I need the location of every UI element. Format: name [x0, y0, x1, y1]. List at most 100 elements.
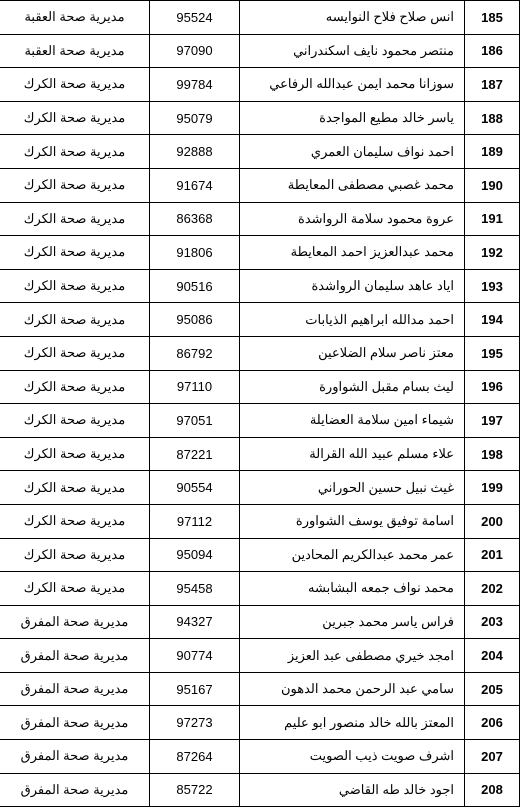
- table-row: 202محمد نواف جمعه البشابشه95458مديرية صح…: [0, 572, 520, 606]
- person-name: فراس ياسر محمد جبرين: [240, 605, 465, 639]
- table-row: 195معتز ناصر سلام الضلاعين86792مديرية صح…: [0, 336, 520, 370]
- person-name: ياسر خالد مطيع المواجدة: [240, 101, 465, 135]
- row-number: 186: [465, 34, 520, 68]
- person-name: محمد نواف جمعه البشابشه: [240, 572, 465, 606]
- directorate: مديرية صحة المفرق: [0, 740, 150, 774]
- code-number: 97110: [150, 370, 240, 404]
- row-number: 188: [465, 101, 520, 135]
- code-number: 97090: [150, 34, 240, 68]
- code-number: 95458: [150, 572, 240, 606]
- table-row: 190محمد غصبي مصطفى المعايطة91674مديرية ص…: [0, 168, 520, 202]
- table-row: 203فراس ياسر محمد جبرين94327مديرية صحة ا…: [0, 605, 520, 639]
- row-number: 187: [465, 68, 520, 102]
- person-name: المعتز بالله خالد منصور ابو عليم: [240, 706, 465, 740]
- row-number: 202: [465, 572, 520, 606]
- code-number: 90554: [150, 471, 240, 505]
- person-name: اجود خالد طه القاضي: [240, 773, 465, 807]
- table-row: 191عروة محمود سلامة الرواشدة86368مديرية …: [0, 202, 520, 236]
- person-name: محمد عبدالعزيز احمد المعايطة: [240, 236, 465, 270]
- row-number: 194: [465, 303, 520, 337]
- row-number: 206: [465, 706, 520, 740]
- directorate: مديرية صحة الكرك: [0, 68, 150, 102]
- directorate: مديرية صحة الكرك: [0, 135, 150, 169]
- table-row: 185انس صلاح فلاح النوايسه95524مديرية صحة…: [0, 1, 520, 35]
- table-row: 204امجد خيري مصطفى عبد العزيز90774مديرية…: [0, 639, 520, 673]
- person-name: سوزانا محمد ايمن عبدالله الرفاعي: [240, 68, 465, 102]
- directorate: مديرية صحة الكرك: [0, 202, 150, 236]
- directorate: مديرية صحة العقبة: [0, 34, 150, 68]
- row-number: 189: [465, 135, 520, 169]
- directorate: مديرية صحة الكرك: [0, 404, 150, 438]
- directorate: مديرية صحة الكرك: [0, 236, 150, 270]
- row-number: 201: [465, 538, 520, 572]
- table-row: 194احمد مدالله ابراهيم الذيابات95086مدير…: [0, 303, 520, 337]
- directorate: مديرية صحة الكرك: [0, 168, 150, 202]
- directorate: مديرية صحة الكرك: [0, 370, 150, 404]
- row-number: 198: [465, 437, 520, 471]
- code-number: 95079: [150, 101, 240, 135]
- directorate: مديرية صحة المفرق: [0, 672, 150, 706]
- table-row: 189احمد نواف سليمان العمري92888مديرية صح…: [0, 135, 520, 169]
- directorate: مديرية صحة الكرك: [0, 504, 150, 538]
- directorate: مديرية صحة الكرك: [0, 303, 150, 337]
- table-body: 185انس صلاح فلاح النوايسه95524مديرية صحة…: [0, 1, 520, 807]
- row-number: 199: [465, 471, 520, 505]
- person-name: اياد عاهد سليمان الرواشدة: [240, 269, 465, 303]
- code-number: 95086: [150, 303, 240, 337]
- table-row: 201عمر محمد عبدالكريم المحادين95094مديري…: [0, 538, 520, 572]
- person-name: محمد غصبي مصطفى المعايطة: [240, 168, 465, 202]
- code-number: 95524: [150, 1, 240, 35]
- row-number: 197: [465, 404, 520, 438]
- directorate: مديرية صحة العقبة: [0, 1, 150, 35]
- row-number: 192: [465, 236, 520, 270]
- data-table: 185انس صلاح فلاح النوايسه95524مديرية صحة…: [0, 0, 520, 807]
- code-number: 86368: [150, 202, 240, 236]
- code-number: 87264: [150, 740, 240, 774]
- person-name: عروة محمود سلامة الرواشدة: [240, 202, 465, 236]
- directorate: مديرية صحة المفرق: [0, 639, 150, 673]
- table-row: 200اسامة توفيق يوسف الشواورة97112مديرية …: [0, 504, 520, 538]
- person-name: غيث نبيل حسين الحوراني: [240, 471, 465, 505]
- code-number: 87221: [150, 437, 240, 471]
- code-number: 97051: [150, 404, 240, 438]
- row-number: 185: [465, 1, 520, 35]
- row-number: 191: [465, 202, 520, 236]
- row-number: 207: [465, 740, 520, 774]
- directorate: مديرية صحة الكرك: [0, 336, 150, 370]
- code-number: 99784: [150, 68, 240, 102]
- person-name: عمر محمد عبدالكريم المحادين: [240, 538, 465, 572]
- directorate: مديرية صحة الكرك: [0, 269, 150, 303]
- row-number: 203: [465, 605, 520, 639]
- code-number: 95094: [150, 538, 240, 572]
- table-row: 193اياد عاهد سليمان الرواشدة90516مديرية …: [0, 269, 520, 303]
- table-row: 208اجود خالد طه القاضي85722مديرية صحة ال…: [0, 773, 520, 807]
- row-number: 208: [465, 773, 520, 807]
- table-row: 186منتصر محمود نايف اسكندراني97090مديرية…: [0, 34, 520, 68]
- person-name: انس صلاح فلاح النوايسه: [240, 1, 465, 35]
- table-row: 192محمد عبدالعزيز احمد المعايطة91806مدير…: [0, 236, 520, 270]
- code-number: 90774: [150, 639, 240, 673]
- table-row: 206المعتز بالله خالد منصور ابو عليم97273…: [0, 706, 520, 740]
- directorate: مديرية صحة الكرك: [0, 437, 150, 471]
- person-name: شيماء امين سلامة العضايلة: [240, 404, 465, 438]
- code-number: 95167: [150, 672, 240, 706]
- table-row: 188ياسر خالد مطيع المواجدة95079مديرية صح…: [0, 101, 520, 135]
- person-name: سامي عبد الرحمن محمد الدهون: [240, 672, 465, 706]
- table-row: 199غيث نبيل حسين الحوراني90554مديرية صحة…: [0, 471, 520, 505]
- person-name: احمد مدالله ابراهيم الذيابات: [240, 303, 465, 337]
- person-name: علاء مسلم عبيد الله القرالة: [240, 437, 465, 471]
- directorate: مديرية صحة المفرق: [0, 706, 150, 740]
- code-number: 92888: [150, 135, 240, 169]
- person-name: اشرف صويت ذيب الصويت: [240, 740, 465, 774]
- code-number: 91674: [150, 168, 240, 202]
- person-name: احمد نواف سليمان العمري: [240, 135, 465, 169]
- person-name: منتصر محمود نايف اسكندراني: [240, 34, 465, 68]
- person-name: اسامة توفيق يوسف الشواورة: [240, 504, 465, 538]
- row-number: 205: [465, 672, 520, 706]
- table-row: 196ليث بسام مقبل الشواورة97110مديرية صحة…: [0, 370, 520, 404]
- directorate: مديرية صحة المفرق: [0, 605, 150, 639]
- person-name: معتز ناصر سلام الضلاعين: [240, 336, 465, 370]
- code-number: 97112: [150, 504, 240, 538]
- code-number: 85722: [150, 773, 240, 807]
- person-name: امجد خيري مصطفى عبد العزيز: [240, 639, 465, 673]
